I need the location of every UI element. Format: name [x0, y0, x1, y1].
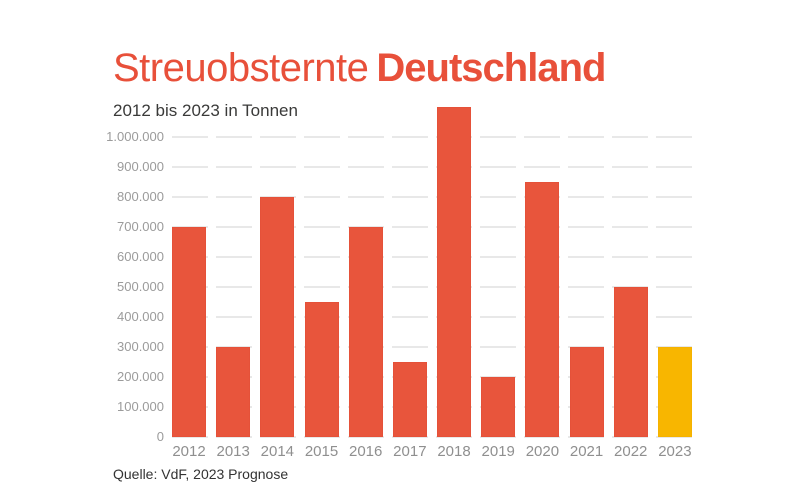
gridline-800.000 — [172, 196, 692, 198]
bar-2019 — [481, 377, 516, 437]
x-tick-label-2017: 2017 — [393, 443, 427, 460]
bar-column-2022 — [613, 137, 648, 437]
bar-column-2017 — [392, 137, 427, 437]
bar-column-2023 — [657, 137, 692, 437]
bar-2017 — [392, 362, 427, 437]
gridline-500.000 — [172, 286, 692, 288]
bar-column-2014 — [260, 137, 295, 437]
x-tick-label-2019: 2019 — [481, 443, 515, 460]
gridline-700.000 — [172, 226, 692, 228]
y-tick-label: 0 — [156, 429, 164, 444]
x-tick-label-2014: 2014 — [260, 443, 295, 460]
title-accent: Deutschland — [376, 46, 606, 90]
gridline-1.000.000 — [172, 136, 692, 138]
bar-column-2021 — [569, 137, 604, 437]
gridline-900.000 — [172, 166, 692, 168]
y-tick-label: 700.000 — [117, 219, 164, 234]
y-tick-label: 200.000 — [117, 369, 164, 384]
x-tick-label-2018: 2018 — [437, 443, 471, 460]
bar-column-2016 — [348, 137, 383, 437]
gridline-600.000 — [172, 256, 692, 258]
bar-column-2013 — [216, 137, 251, 437]
bars-container — [172, 107, 692, 437]
gridline-200.000 — [172, 376, 692, 378]
chart-subtitle: 2012 bis 2023 in Tonnen — [113, 101, 298, 120]
y-tick-label: 1.000.000 — [106, 129, 164, 144]
y-tick-label: 800.000 — [117, 189, 164, 204]
x-tick-label-2015: 2015 — [304, 443, 339, 460]
bar-2016 — [348, 227, 383, 437]
gridline-300.000 — [172, 346, 692, 348]
bar-2022 — [613, 287, 648, 437]
y-tick-label: 500.000 — [117, 279, 164, 294]
y-tick-label: 600.000 — [117, 249, 164, 264]
x-tick-label-2013: 2013 — [216, 443, 250, 460]
title-main: Streuobsternte — [113, 46, 369, 90]
gridline-100.000 — [172, 406, 692, 408]
y-axis-labels: 0 100.000 200.000 300.000 400.000 500.000 600.… — [0, 130, 164, 444]
bar-column-2012 — [172, 137, 206, 437]
x-tick-label-2012: 2012 — [172, 443, 206, 460]
x-axis-labels: 2012 2013 2014 2015 2016 2017 2018 2019 2020 2021… — [172, 443, 692, 460]
bar-column-2015 — [304, 137, 339, 437]
source-note: Quelle: VdF, 2023 Prognose — [113, 466, 289, 482]
bar-2015 — [304, 302, 339, 437]
bar-2012 — [172, 227, 206, 437]
gridline-0 — [172, 436, 692, 438]
bar-2020 — [525, 182, 560, 437]
plot-area — [172, 107, 692, 438]
page-title: Streuobsternte Deutschland — [113, 46, 606, 90]
bar-2018 — [437, 107, 472, 437]
x-tick-label-2020: 2020 — [525, 443, 560, 460]
bar-2023 — [657, 347, 692, 437]
x-tick-label-2016: 2016 — [349, 443, 383, 460]
bar-column-2020 — [525, 137, 560, 437]
x-tick-label-2021: 2021 — [569, 443, 604, 460]
y-tick-label: 300.000 — [117, 339, 164, 354]
gridline-400.000 — [172, 316, 692, 318]
bar-2013 — [216, 347, 251, 437]
bar-2014 — [260, 197, 295, 437]
y-tick-label: 100.000 — [117, 399, 164, 414]
bar-2021 — [569, 347, 604, 437]
y-tick-label: 400.000 — [117, 309, 164, 324]
x-tick-label-2022: 2022 — [614, 443, 648, 460]
bar-column-2019 — [481, 137, 516, 437]
x-tick-label-2023: 2023 — [658, 443, 692, 460]
bar-column-2018 — [437, 107, 472, 437]
y-tick-label: 900.000 — [117, 159, 164, 174]
